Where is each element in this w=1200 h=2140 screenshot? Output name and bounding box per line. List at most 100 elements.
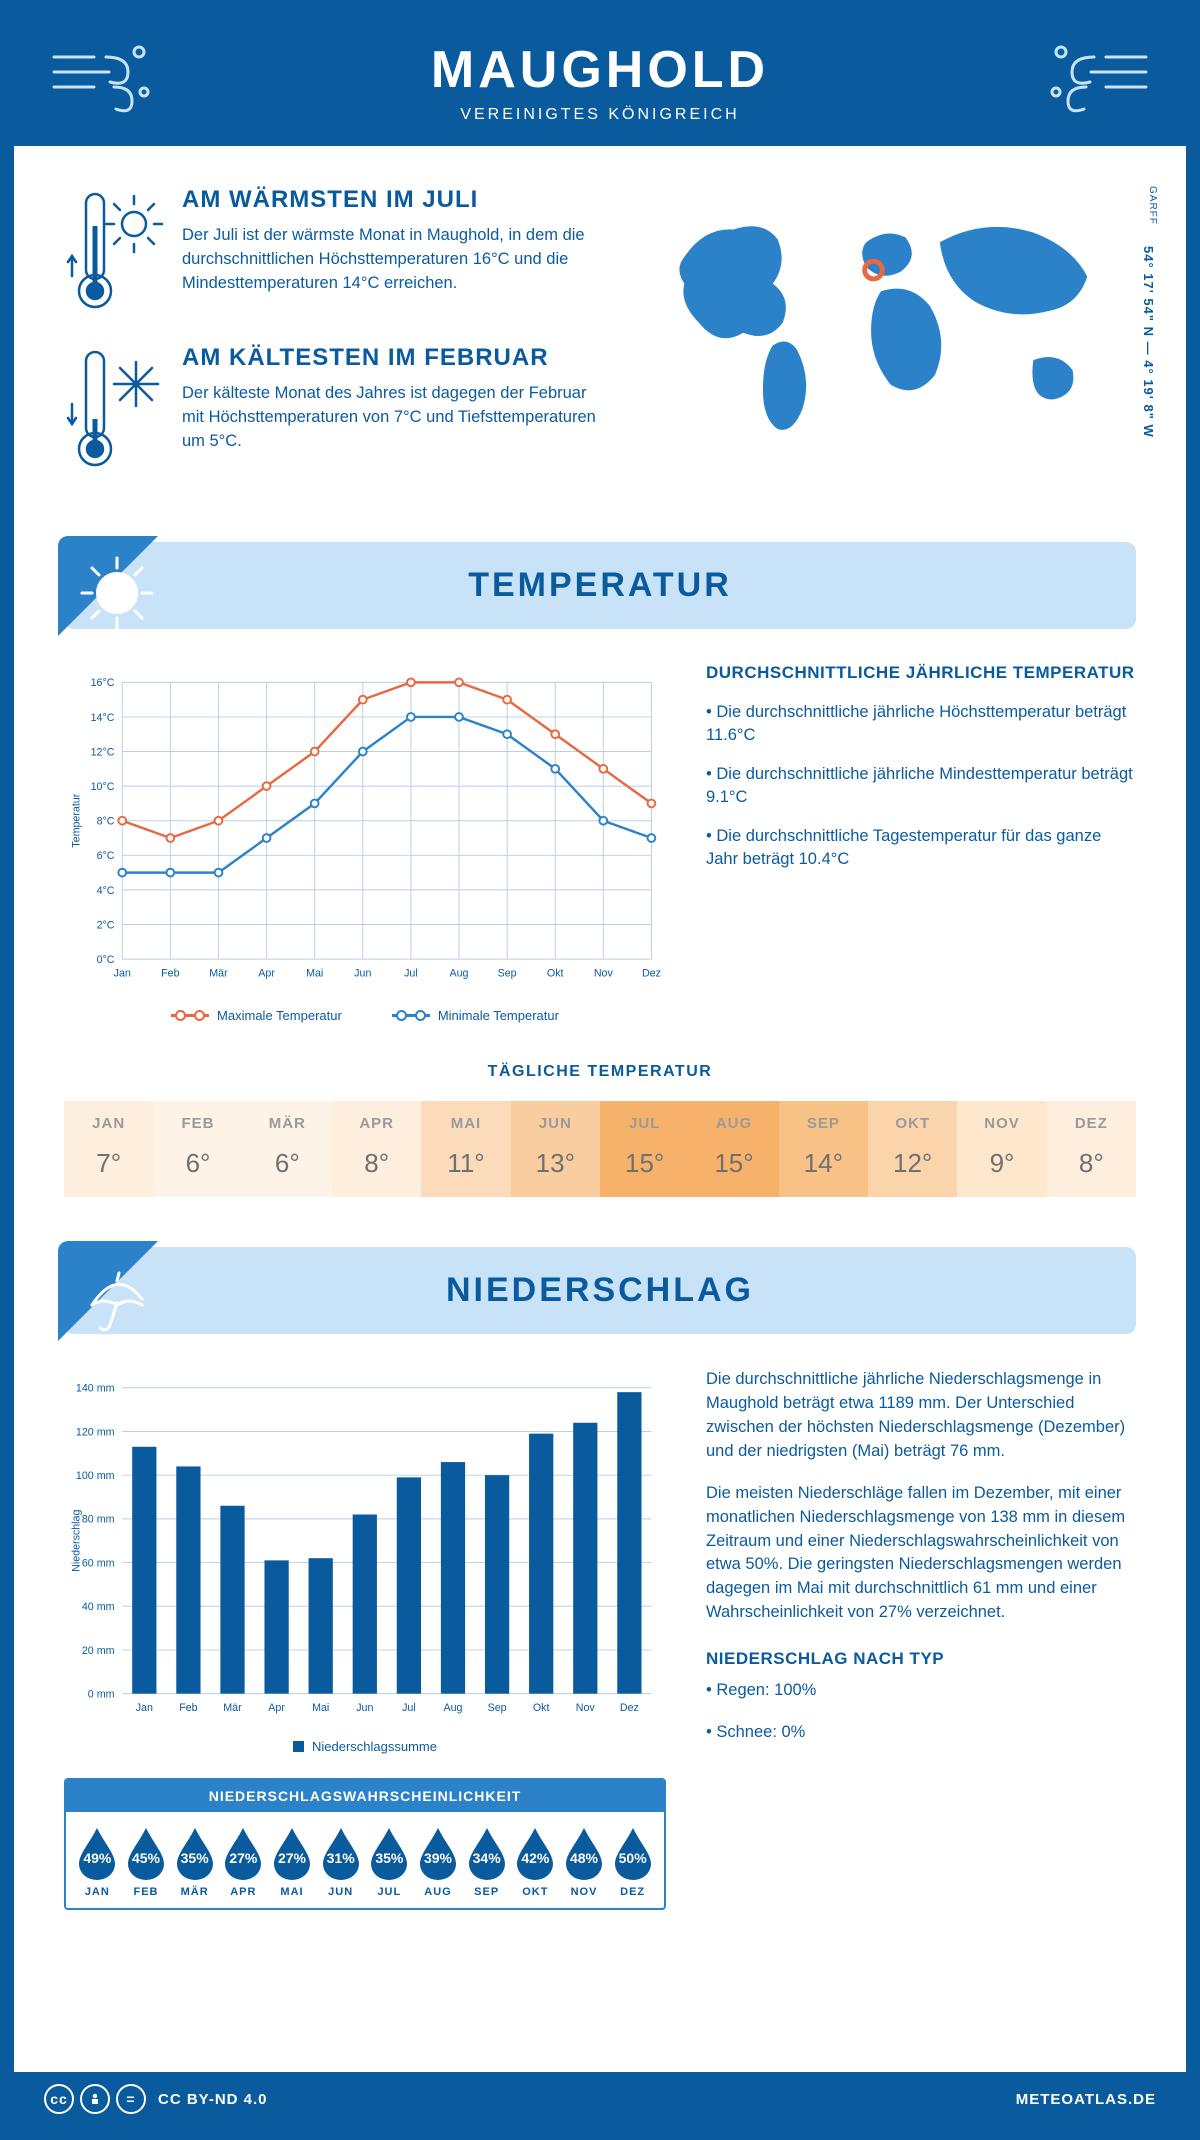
region-label: GARFF [1147,186,1158,225]
svg-text:8°C: 8°C [97,816,115,828]
svg-text:120 mm: 120 mm [76,1426,115,1438]
svg-text:Jun: Jun [354,968,371,980]
daily-cell: APR 8° [332,1101,421,1197]
prob-cell: 35% JUL [366,1826,413,1898]
svg-text:Feb: Feb [161,968,179,980]
svg-text:0°C: 0°C [97,954,115,966]
svg-text:0 mm: 0 mm [88,1689,115,1701]
daily-cell: MÄR 6° [243,1101,332,1197]
daily-cell: NOV 9° [957,1101,1046,1197]
prob-cell: 27% MAI [269,1826,316,1898]
prob-cell: 39% AUG [415,1826,462,1898]
coordinates: 54° 17' 54" N — 4° 19' 8" W [1141,246,1156,438]
svg-text:Sep: Sep [488,1702,507,1714]
svg-text:10°C: 10°C [91,781,115,793]
by-icon [80,2084,110,2114]
footer: cc = CC BY-ND 4.0 METEOATLAS.DE [14,2072,1186,2126]
prob-cell: 50% DEZ [609,1826,656,1898]
svg-text:Mai: Mai [306,968,323,980]
prob-cell: 42% OKT [512,1826,559,1898]
daily-cell: JAN 7° [64,1101,153,1197]
daily-temp-grid: JAN 7° FEB 6° MÄR 6° APR 8° MAI 11° JUN … [64,1101,1136,1197]
precipitation-probability-box: NIEDERSCHLAGSWAHRSCHEINLICHKEIT 49% JAN … [64,1778,666,1910]
prob-cell: 34% SEP [463,1826,510,1898]
svg-text:Feb: Feb [179,1702,197,1714]
temperature-line-chart: 0°C 2°C 4°C 6°C 8°C 10°C 12°C 14°C 16°C Jan Feb Mär… [64,663,666,1023]
svg-text:6°C: 6°C [97,850,115,862]
prob-cell: 27% APR [220,1826,267,1898]
precipitation-banner: NIEDERSCHLAG [64,1247,1136,1334]
svg-text:Jan: Jan [114,968,131,980]
svg-text:Apr: Apr [268,1702,285,1714]
temperature-title: TEMPERATUR [64,566,1136,605]
precipitation-title: NIEDERSCHLAG [64,1271,1136,1310]
precipitation-bar-chart: 0 mm 20 mm 40 mm 60 mm 80 mm 100 mm 120 mm 140 … [64,1368,666,1754]
daily-cell: OKT 12° [868,1101,957,1197]
precipitation-summary: Die durchschnittliche jährliche Niedersc… [706,1368,1136,1910]
svg-text:100 mm: 100 mm [76,1470,115,1482]
svg-text:Mär: Mär [223,1702,242,1714]
svg-text:2°C: 2°C [97,919,115,931]
daily-cell: FEB 6° [153,1101,242,1197]
svg-text:Aug: Aug [450,968,469,980]
page-title: MAUGHOLD [14,40,1186,100]
daily-cell: MAI 11° [421,1101,510,1197]
sun-icon [78,554,156,632]
prob-cell: 35% MÄR [171,1826,218,1898]
svg-text:Jun: Jun [356,1702,373,1714]
svg-text:Mai: Mai [312,1702,329,1714]
coldest-block: AM KÄLTESTEN IM FEBRUAR Der kälteste Mon… [64,344,605,474]
svg-text:Nov: Nov [594,968,614,980]
warmest-block: AM WÄRMSTEN IM JULI Der Juli ist der wär… [64,186,605,316]
temperature-summary: DURCHSCHNITTLICHE JÄHRLICHE TEMPERATUR •… [706,663,1136,1023]
svg-text:Okt: Okt [533,1702,550,1714]
svg-text:Temperatur: Temperatur [71,793,83,847]
svg-text:60 mm: 60 mm [82,1557,115,1569]
svg-text:Aug: Aug [443,1702,462,1714]
svg-text:40 mm: 40 mm [82,1601,115,1613]
daily-cell: JUL 15° [600,1101,689,1197]
svg-text:4°C: 4°C [97,885,115,897]
svg-text:140 mm: 140 mm [76,1383,115,1395]
cc-icon: cc [44,2084,74,2114]
svg-text:Niederschlag: Niederschlag [71,1510,83,1572]
svg-text:Nov: Nov [576,1702,596,1714]
svg-text:Okt: Okt [547,968,564,980]
legend-min: Minimale Temperatur [392,1008,559,1023]
svg-text:Jul: Jul [402,1702,416,1714]
svg-text:Jul: Jul [404,968,418,980]
warmest-title: AM WÄRMSTEN IM JULI [182,186,605,214]
svg-text:20 mm: 20 mm [82,1645,115,1657]
daily-cell: JUN 13° [511,1101,600,1197]
intro-section: AM WÄRMSTEN IM JULI Der Juli ist der wär… [64,186,1136,502]
header: MAUGHOLD VEREINIGTES KÖNIGREICH [14,14,1186,146]
legend-max: Maximale Temperatur [171,1008,342,1023]
svg-text:Dez: Dez [620,1702,639,1714]
license-text: CC BY-ND 4.0 [158,2091,268,2108]
prob-cell: 45% FEB [123,1826,170,1898]
daily-temp-title: TÄGLICHE TEMPERATUR [64,1063,1136,1081]
thermometer-cold-icon [64,344,164,474]
nd-icon: = [116,2084,146,2114]
wind-icon [44,32,164,122]
wind-icon [1036,32,1156,122]
prob-cell: 31% JUN [317,1826,364,1898]
daily-cell: AUG 15° [689,1101,778,1197]
svg-text:16°C: 16°C [91,677,115,689]
page-subtitle: VEREINIGTES KÖNIGREICH [14,106,1186,124]
infographic-frame: MAUGHOLD VEREINIGTES KÖNIGREICH [0,0,1200,2140]
warmest-text: Der Juli ist der wärmste Monat in Maugho… [182,224,605,296]
svg-text:Mär: Mär [209,968,228,980]
daily-cell: DEZ 8° [1047,1101,1136,1197]
svg-text:14°C: 14°C [91,712,115,724]
cc-license-icons: cc = [44,2084,146,2114]
daily-cell: SEP 14° [779,1101,868,1197]
svg-text:80 mm: 80 mm [82,1514,115,1526]
world-map [645,186,1136,446]
svg-text:Jan: Jan [136,1702,153,1714]
svg-text:Sep: Sep [498,968,517,980]
bar-legend: Niederschlagssumme [64,1739,666,1754]
site-name: METEOATLAS.DE [1016,2091,1156,2108]
prob-cell: 49% JAN [74,1826,121,1898]
svg-text:12°C: 12°C [91,746,115,758]
